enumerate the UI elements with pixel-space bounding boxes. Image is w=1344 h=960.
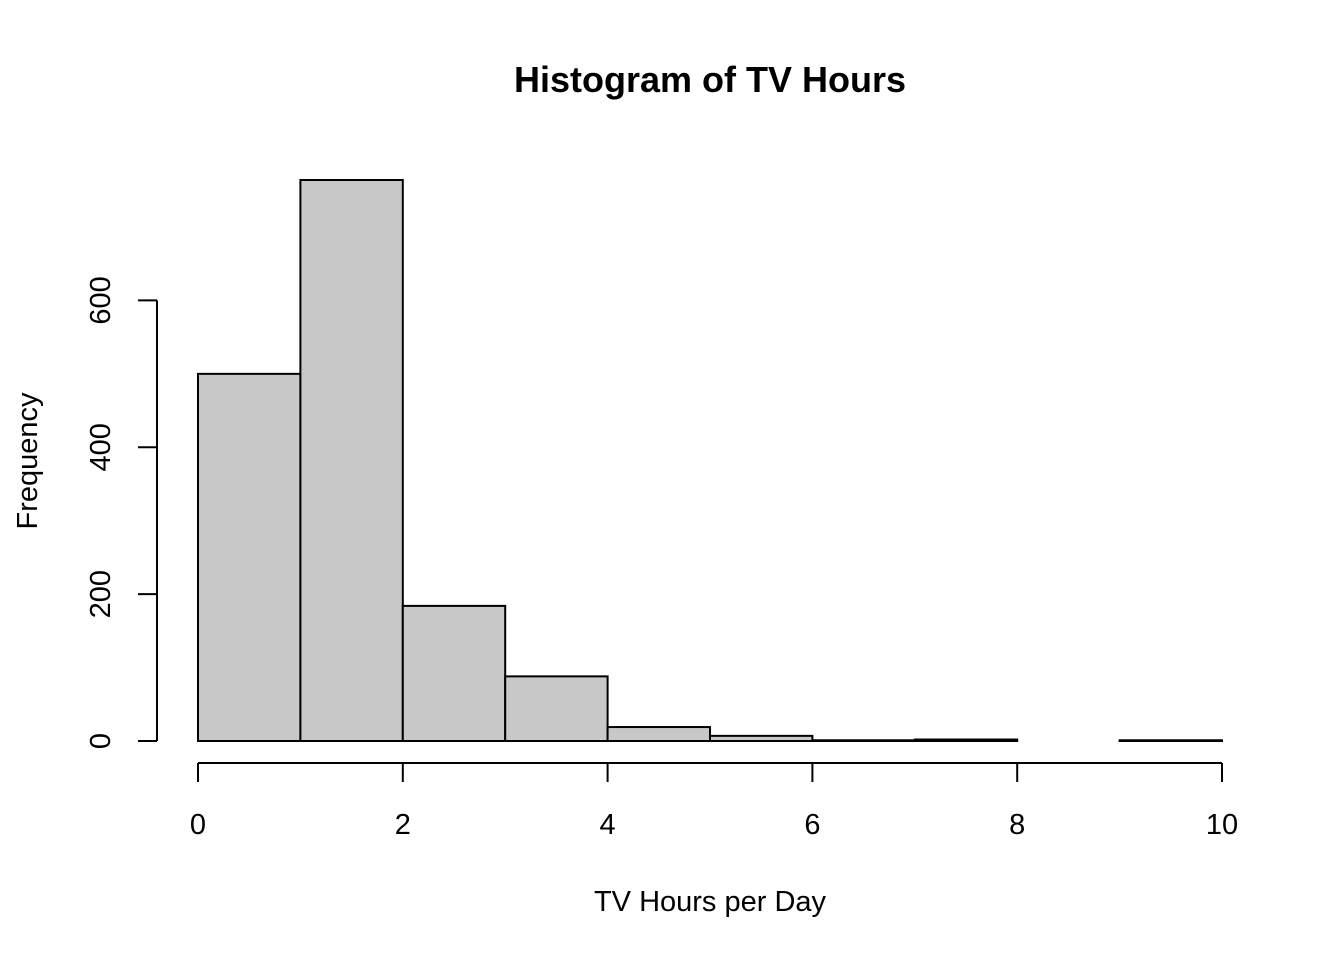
x-axis: 0 2 4 6 8 10 [190, 762, 1238, 841]
bars-group [197, 179, 1223, 743]
x-tick-label: 0 [190, 809, 206, 841]
x-tick-label: 8 [1009, 809, 1025, 841]
x-tick-label: 2 [395, 809, 411, 841]
histogram-bar-9 [1118, 739, 1223, 743]
y-tick-label: 200 [85, 570, 117, 618]
histogram-bar-6 [811, 739, 916, 743]
x-axis-label: TV Hours per Day [594, 886, 827, 918]
histogram-bar-2 [401, 604, 507, 743]
histogram-bar-0 [197, 372, 302, 742]
histogram-bar-1 [299, 179, 404, 742]
y-axis-label: Frequency [12, 392, 44, 530]
y-tick-label: 600 [85, 276, 117, 324]
histogram-bar-5 [709, 734, 814, 742]
x-tick-label: 6 [804, 809, 820, 841]
histogram-bar-4 [606, 726, 711, 742]
y-tick-label: 0 [85, 733, 117, 749]
histogram-bar-7 [913, 738, 1019, 743]
x-tick-label: 10 [1206, 809, 1238, 841]
chart-title: Histogram of TV Hours [514, 59, 906, 100]
x-tick-label: 4 [600, 809, 616, 841]
y-tick-label: 400 [85, 423, 117, 471]
histogram-bar-3 [504, 675, 609, 743]
y-axis: 0 200 400 600 [85, 276, 158, 749]
